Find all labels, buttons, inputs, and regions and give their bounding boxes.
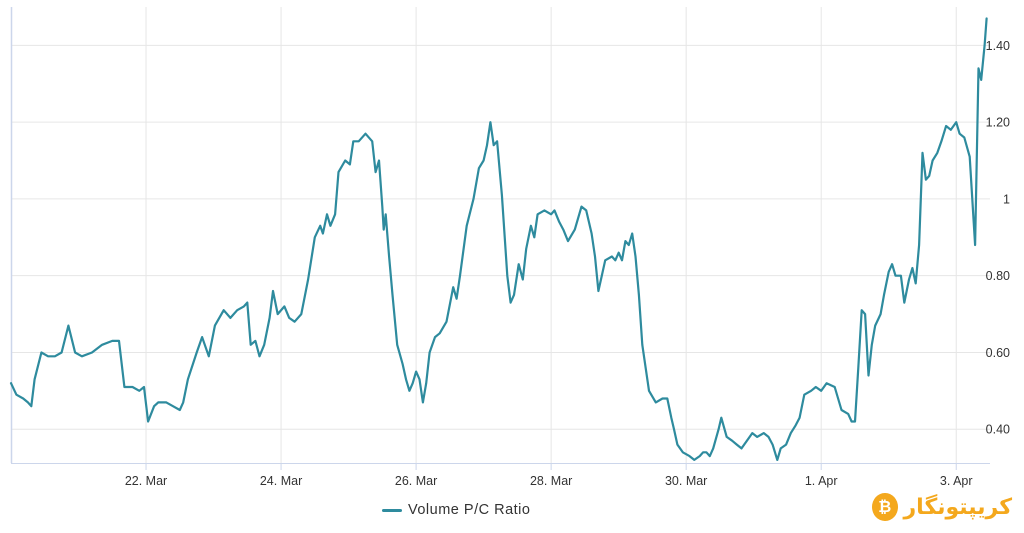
legend[interactable]: Volume P/C Ratio [382, 500, 530, 520]
x-tick-label: 3. Apr [940, 474, 973, 488]
series-layer [9, 17, 988, 461]
legend-swatch [382, 508, 402, 512]
x-tick-label: 22. Mar [125, 474, 167, 488]
x-tick-label: 1. Apr [805, 474, 838, 488]
x-tick-label: 28. Mar [530, 474, 572, 488]
legend-label: Volume P/C Ratio [408, 502, 531, 518]
x-tick-label: 30. Mar [665, 474, 707, 488]
y-tick-label: 0.80 [986, 269, 1010, 283]
watermark-text: کریپتونگار [903, 494, 1012, 520]
grid-lines [11, 7, 990, 463]
y-tick-label: 1 [1003, 192, 1010, 206]
y-tick-label: 1.20 [986, 116, 1010, 130]
x-axis-ticks: 22. Mar 24. Mar 26. Mar 28. Mar 30. Mar 1. Ap… [125, 463, 973, 488]
bitcoin-coin-icon: ₿ [872, 493, 898, 521]
watermark-logo: ₿ کریپتونگار [872, 490, 1012, 524]
y-tick-label: 1.40 [986, 39, 1010, 53]
series-line-volume-pc-ratio[interactable] [9, 17, 988, 461]
x-tick-label: 24. Mar [260, 474, 302, 488]
y-axis-ticks: 0.40 0.60 0.80 1 1.20 1.40 [986, 39, 1010, 437]
x-tick-label: 26. Mar [395, 474, 437, 488]
y-tick-label: 0.40 [986, 423, 1010, 437]
y-tick-label: 0.60 [986, 346, 1010, 360]
